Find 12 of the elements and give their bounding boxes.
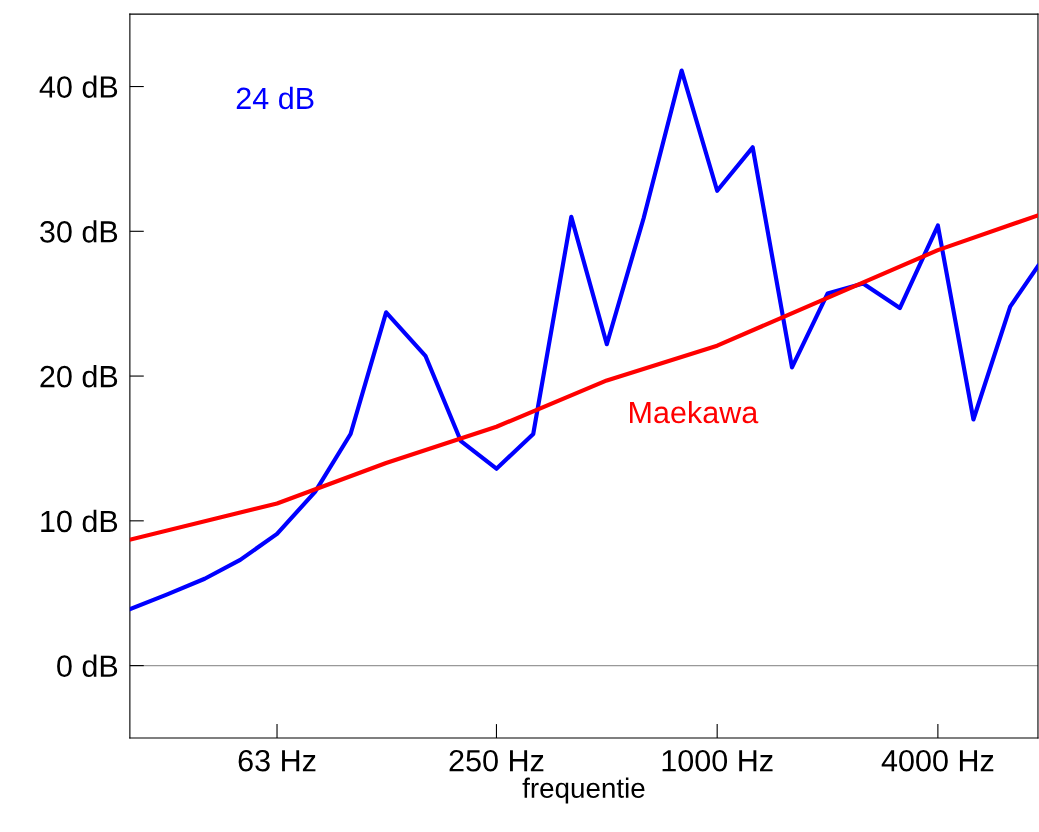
x-tick-label: 63 Hz xyxy=(238,749,316,772)
y-tick-label: 0 dB xyxy=(57,654,118,677)
x-tick-label: 4000 Hz xyxy=(881,749,994,772)
x-tick-label: 1000 Hz xyxy=(662,749,773,772)
text: 24 dB xyxy=(236,86,314,110)
y-tick-label: 40 dB xyxy=(39,75,118,98)
x-tick-label: 250 Hz xyxy=(449,749,544,772)
y-tick-label: 10 dB xyxy=(41,509,118,533)
series-label: Maekawa xyxy=(630,400,759,424)
y-tick-label: 30 dB xyxy=(40,220,118,243)
x-axis-title: frequentie xyxy=(522,777,645,804)
y-tick-label: 20 dB xyxy=(40,364,118,388)
